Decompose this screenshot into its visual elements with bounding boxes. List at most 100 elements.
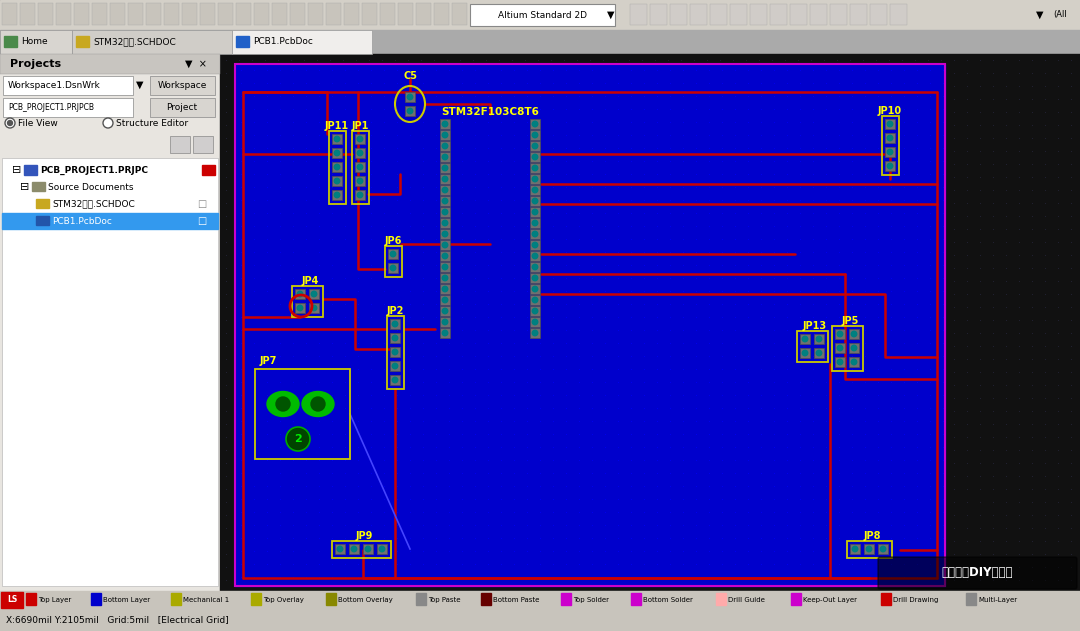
Circle shape [297,292,302,297]
Bar [440,119,450,129]
Bar [835,343,845,353]
Bar [966,593,976,605]
Circle shape [442,309,448,314]
Text: JP4: JP4 [301,276,319,286]
Circle shape [334,192,340,198]
Text: □: □ [198,199,206,209]
Circle shape [888,150,893,155]
Circle shape [532,133,538,138]
Circle shape [816,336,822,342]
Bar [832,326,863,371]
Circle shape [351,546,356,551]
Bar [530,273,540,283]
Text: C5: C5 [403,71,417,81]
Bar [440,284,450,294]
Text: JP9: JP9 [355,531,373,541]
Bar [235,64,945,586]
Bar [329,131,346,204]
Circle shape [392,363,397,369]
Circle shape [442,187,448,192]
Circle shape [837,345,842,351]
Circle shape [880,546,886,551]
Bar [76,36,89,47]
Bar [332,134,342,144]
Text: JP13: JP13 [802,321,827,331]
Bar [440,141,450,151]
Circle shape [532,264,538,269]
Bar [850,544,860,554]
Bar [326,3,341,25]
Bar [814,334,824,344]
Circle shape [392,349,397,355]
Bar [292,286,323,317]
Bar [3,98,133,117]
Bar [183,3,197,25]
Circle shape [311,305,316,310]
Circle shape [888,121,893,127]
Bar [530,119,540,129]
Bar [2,158,218,586]
Bar [232,30,372,54]
Bar [129,3,143,25]
Circle shape [851,345,856,351]
Bar [332,176,342,186]
Bar [835,357,845,367]
Bar [440,218,450,228]
Bar [530,229,540,239]
Circle shape [888,163,893,168]
Bar [24,165,37,175]
Circle shape [311,292,316,297]
Bar [335,544,345,554]
Circle shape [532,275,538,281]
Bar [200,3,215,25]
Bar [791,593,801,605]
Circle shape [532,209,538,215]
Bar [390,319,400,329]
Bar [202,165,215,175]
Bar [885,147,895,157]
Circle shape [442,176,448,182]
Bar [885,161,895,171]
Bar [530,130,540,140]
Bar [0,0,1080,30]
Circle shape [532,286,538,292]
Bar [355,134,365,144]
Circle shape [392,335,397,341]
Circle shape [442,231,448,237]
Circle shape [802,350,808,356]
Bar [405,106,415,116]
Text: Bottom Solder: Bottom Solder [643,597,693,603]
Bar [730,4,747,25]
Bar [254,3,269,25]
Bar [405,92,415,102]
Bar [530,207,540,217]
Bar [1,592,23,608]
Bar [416,3,431,25]
Circle shape [442,286,448,292]
Bar [881,593,891,605]
Circle shape [357,136,363,142]
Bar [770,4,787,25]
Bar [650,4,667,25]
Bar [530,141,540,151]
Circle shape [334,136,340,142]
Bar [849,329,859,339]
Circle shape [276,397,291,411]
Bar [800,334,810,344]
Bar [440,163,450,173]
Circle shape [337,546,342,551]
Text: ▼: ▼ [1036,10,1043,20]
Bar [220,54,1080,591]
Bar [440,306,450,316]
Bar [193,136,213,153]
Circle shape [442,275,448,281]
Bar [72,30,232,54]
Text: PCB_PROJECT1.PRJPCB: PCB_PROJECT1.PRJPCB [8,102,94,112]
Text: Top Paste: Top Paste [428,597,460,603]
Circle shape [442,121,448,127]
Bar [631,593,642,605]
Bar [164,3,179,25]
Circle shape [5,118,15,128]
Text: JP1: JP1 [351,121,368,131]
Bar [295,303,305,313]
